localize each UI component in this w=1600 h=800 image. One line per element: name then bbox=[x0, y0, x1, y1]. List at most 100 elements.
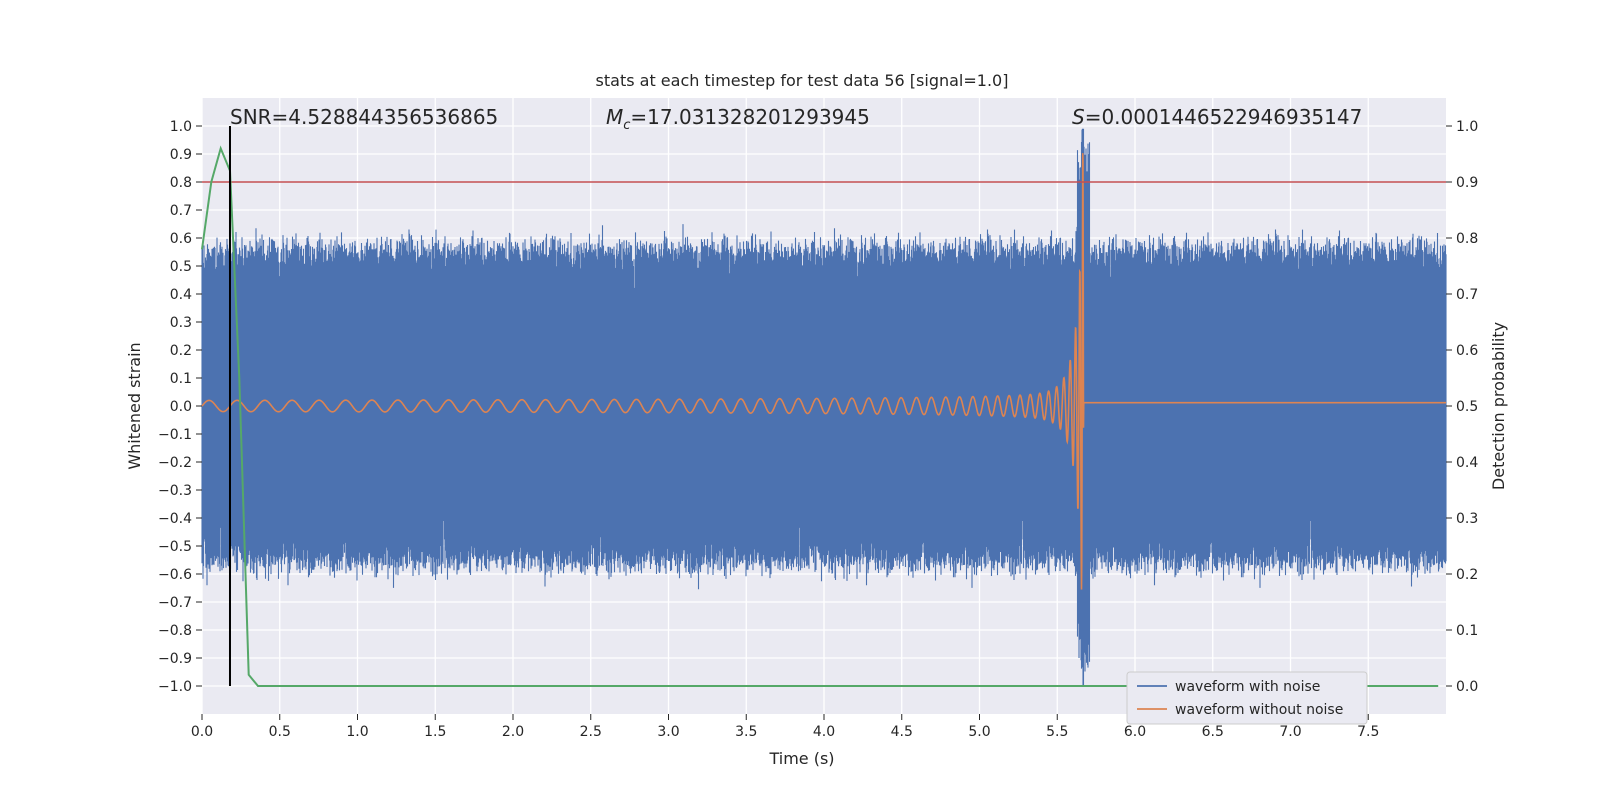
y-tick-label: −0.1 bbox=[158, 427, 192, 443]
x-tick-label: 1.5 bbox=[424, 724, 446, 740]
y-tick-1: 0.9 bbox=[170, 147, 202, 163]
y-tick-2: 0.8 bbox=[170, 175, 202, 191]
y2-tick-label: 0.8 bbox=[1456, 231, 1478, 247]
y2-tick-label: 0.7 bbox=[1456, 287, 1478, 303]
x-tick-15: 7.5 bbox=[1357, 714, 1379, 740]
y-tick-9: 0.1 bbox=[170, 371, 202, 387]
y-tick-6: 0.4 bbox=[170, 287, 202, 303]
y-tick-label: 0.7 bbox=[170, 203, 192, 219]
x-tick-label: 1.0 bbox=[346, 724, 368, 740]
x-tick-0: 0.0 bbox=[191, 714, 213, 740]
s-annotation: S=0.0001446522946935147 bbox=[1072, 105, 1362, 129]
x-tick-10: 5.0 bbox=[968, 714, 991, 740]
y-tick-17: −0.7 bbox=[158, 595, 202, 611]
legend-label-clean: waveform without noise bbox=[1175, 702, 1343, 718]
y-tick-label: 0.6 bbox=[170, 231, 192, 247]
chirp-mass-annotation: Mc=17.031328201293945 bbox=[606, 105, 870, 133]
x-tick-11: 5.5 bbox=[1046, 714, 1068, 740]
y-tick-8: 0.2 bbox=[170, 343, 202, 359]
x-axis-ticks: 0.0 0.5 1.0 1.5 2.0 2.5 3.0 3.5 4.0 4.5 5.0 5.5 6.0 6… bbox=[191, 714, 1379, 740]
y-tick-label: −1.0 bbox=[158, 679, 192, 695]
x-tick-label: 2.0 bbox=[502, 724, 524, 740]
y-axis-ticks: 1.0 0.9 0.8 0.7 0.6 0.5 0.4 0.3 0.2 0.1 0.0 −0.1 −0.… bbox=[158, 119, 202, 695]
y-tick-12: −0.2 bbox=[158, 455, 202, 471]
x-tick-label: 3.5 bbox=[735, 724, 757, 740]
x-tick-label: 5.5 bbox=[1046, 724, 1068, 740]
y-tick-label: 0.8 bbox=[170, 175, 192, 191]
y2-tick-label: 1.0 bbox=[1456, 119, 1478, 135]
y2-tick-label: 0.9 bbox=[1456, 175, 1478, 191]
y-tick-11: −0.1 bbox=[158, 427, 202, 443]
series-waveform-without-noise bbox=[201, 153, 1446, 590]
y-tick-20: −1.0 bbox=[158, 679, 202, 695]
chart-title: stats at each timestep for test data 56 … bbox=[596, 71, 1009, 90]
y-tick-label: −0.3 bbox=[158, 483, 192, 499]
y-tick-5: 0.5 bbox=[170, 259, 202, 275]
y-tick-label: −0.9 bbox=[158, 651, 192, 667]
s-value: =0.0001446522946935147 bbox=[1085, 105, 1363, 129]
y2-tick-label: 0.0 bbox=[1456, 679, 1478, 695]
x-tick-1: 0.5 bbox=[269, 714, 291, 740]
snr-annotation: SNR=4.528844356536865 bbox=[230, 105, 498, 129]
x-tick-7: 3.5 bbox=[735, 714, 757, 740]
y-axis-label: Whitened strain bbox=[125, 342, 144, 469]
x-tick-label: 5.0 bbox=[968, 724, 990, 740]
y-tick-label: −0.7 bbox=[158, 595, 192, 611]
y2-tick-9: 0.1 bbox=[1446, 623, 1478, 639]
y-tick-15: −0.5 bbox=[158, 539, 202, 555]
y2-tick-7: 0.3 bbox=[1446, 511, 1478, 527]
y-tick-label: 0.3 bbox=[170, 315, 192, 331]
x-tick-label: 6.0 bbox=[1124, 724, 1146, 740]
chirp-mass-symbol: M bbox=[606, 105, 623, 129]
y-tick-label: −0.2 bbox=[158, 455, 192, 471]
y-tick-16: −0.6 bbox=[158, 567, 202, 583]
y-tick-14: −0.4 bbox=[158, 511, 202, 527]
x-tick-label: 2.5 bbox=[580, 724, 602, 740]
y2-tick-0: 1.0 bbox=[1446, 119, 1478, 135]
y-tick-label: −0.6 bbox=[158, 567, 192, 583]
y-tick-4: 0.6 bbox=[170, 231, 202, 247]
y-tick-7: 0.3 bbox=[170, 315, 202, 331]
y2-tick-label: 0.1 bbox=[1456, 623, 1478, 639]
legend-label-noise: waveform with noise bbox=[1175, 679, 1320, 695]
y2-axis-ticks: 1.0 0.9 0.8 0.7 0.6 0.5 0.4 0.3 0.2 0.1 0.0 bbox=[1446, 119, 1478, 695]
y2-tick-4: 0.6 bbox=[1446, 343, 1478, 359]
y-tick-label: 0.1 bbox=[170, 371, 192, 387]
x-tick-6: 3.0 bbox=[657, 714, 680, 740]
legend-box bbox=[1126, 671, 1368, 725]
y2-tick-8: 0.2 bbox=[1446, 567, 1478, 583]
y-tick-label: 0.2 bbox=[170, 343, 192, 359]
y-tick-label: 0.5 bbox=[170, 259, 192, 275]
y2-tick-label: 0.6 bbox=[1456, 343, 1478, 359]
x-tick-8: 4.0 bbox=[813, 714, 835, 740]
x-axis-label: Time (s) bbox=[768, 749, 834, 768]
y2-tick-label: 0.4 bbox=[1456, 455, 1478, 471]
x-tick-4: 2.0 bbox=[502, 714, 524, 740]
legend: waveform with noise waveform without noi… bbox=[1126, 671, 1368, 725]
x-tick-label: 7.0 bbox=[1279, 724, 1301, 740]
chirp-mass-value: =17.031328201293945 bbox=[630, 105, 869, 129]
y-tick-label: −0.8 bbox=[158, 623, 192, 639]
x-tick-label: 0.0 bbox=[191, 724, 213, 740]
y2-tick-10: 0.0 bbox=[1446, 679, 1478, 695]
x-tick-label: 4.0 bbox=[813, 724, 835, 740]
y-tick-10: 0.0 bbox=[170, 399, 202, 415]
x-tick-3: 1.5 bbox=[424, 714, 446, 740]
y-tick-19: −0.9 bbox=[158, 651, 202, 667]
x-tick-9: 4.5 bbox=[891, 714, 913, 740]
y-tick-label: −0.4 bbox=[158, 511, 192, 527]
x-tick-label: 4.5 bbox=[891, 724, 913, 740]
y2-axis-label: Detection probability bbox=[1489, 322, 1508, 490]
y-tick-label: 0.4 bbox=[170, 287, 192, 303]
y2-tick-6: 0.4 bbox=[1446, 455, 1478, 471]
y2-tick-1: 0.9 bbox=[1446, 175, 1478, 191]
y-tick-13: −0.3 bbox=[158, 483, 202, 499]
chirp-mass-subscript: c bbox=[623, 118, 630, 133]
x-tick-label: 6.5 bbox=[1202, 724, 1224, 740]
x-tick-label: 3.0 bbox=[657, 724, 679, 740]
x-tick-2: 1.0 bbox=[346, 714, 369, 740]
y-tick-label: 0.9 bbox=[170, 147, 192, 163]
series-detection-probability bbox=[201, 145, 1439, 687]
y2-tick-5: 0.5 bbox=[1446, 399, 1478, 415]
